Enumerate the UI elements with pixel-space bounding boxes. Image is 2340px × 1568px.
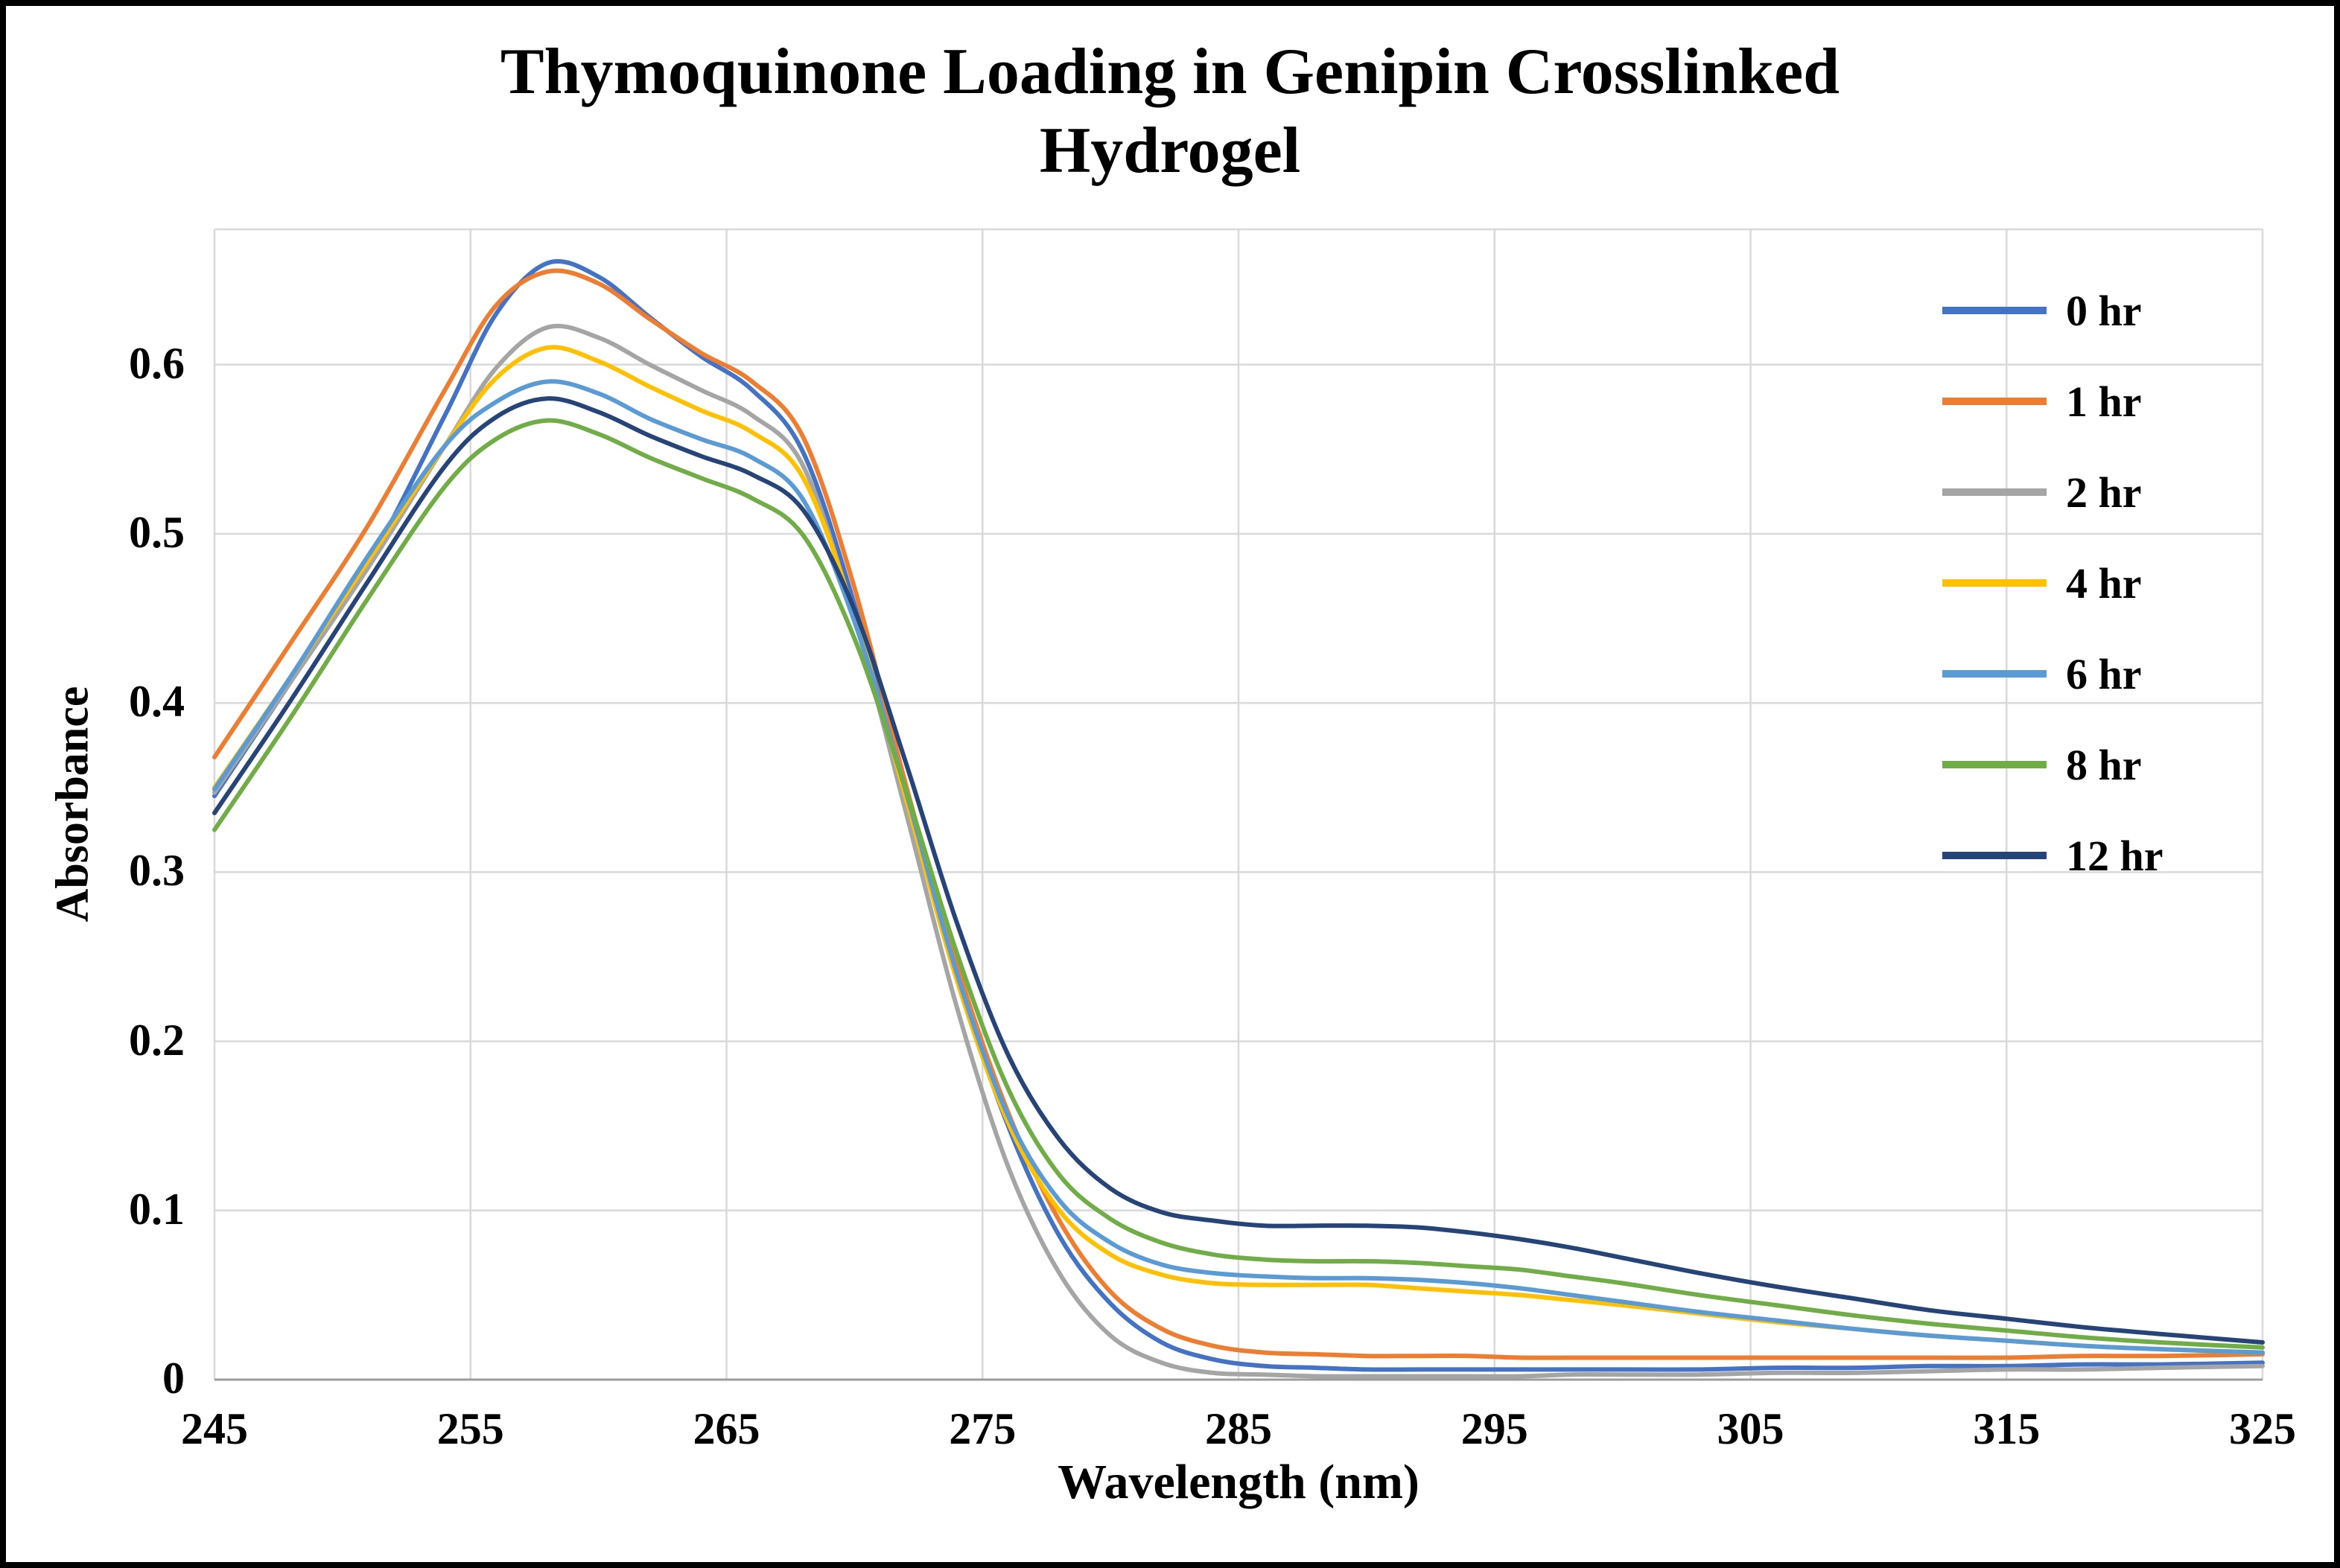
x-tick-label: 245 [181,1404,248,1453]
x-tick-label: 315 [1973,1404,2041,1453]
chart-title: Thymoquinone Loading in Genipin Crosslin… [202,33,2138,190]
x-tick-label: 325 [2229,1404,2296,1453]
x-tick-label: 305 [1717,1404,1784,1453]
legend-line-swatch [1942,488,2047,496]
series-line-2-hr [212,323,2265,1379]
series-line-8-hr [212,418,2265,1350]
legend-label: 12 hr [2066,831,2163,880]
y-tick-label: 0.5 [129,508,185,558]
x-axis-title: Wavelength (nm) [1058,1455,1419,1509]
series-line-1-hr [212,268,2265,1360]
legend-item: 0 hr [1942,265,2163,356]
plot-area [212,228,2265,1381]
legend-item: 8 hr [1942,719,2163,810]
legend-line-swatch [1942,761,2047,768]
x-tick-label: 285 [1205,1404,1272,1453]
x-tick-label: 295 [1460,1404,1528,1453]
chart-title-line-1: Thymoquinone Loading in Genipin Crosslin… [500,36,1840,108]
legend-item: 1 hr [1942,356,2163,447]
legend-line-swatch [1942,398,2047,405]
chart-title-line-2: Hydrogel [1039,114,1301,187]
legend-item: 2 hr [1942,447,2163,538]
y-tick-label: 0.6 [129,338,185,388]
legend: 0 hr 1 hr 2 hr 4 hr 6 hr 8 hr 12 hr [1942,265,2163,901]
legend-item: 12 hr [1942,810,2163,901]
y-tick-label: 0.4 [129,677,185,727]
y-tick-label: 0.2 [129,1015,185,1065]
y-tick-label: 0.1 [129,1184,185,1234]
y-tick-label: 0 [162,1354,185,1403]
legend-label: 2 hr [2066,468,2142,517]
legend-label: 6 hr [2066,649,2142,698]
x-tick-label: 255 [436,1404,504,1453]
legend-label: 8 hr [2066,740,2142,789]
legend-label: 4 hr [2066,558,2142,608]
legend-line-swatch [1942,852,2047,859]
series-line-12-hr [212,396,2265,1345]
legend-item: 6 hr [1942,628,2163,719]
legend-line-swatch [1942,579,2047,587]
series-line-6-hr [212,379,2265,1355]
legend-label: 0 hr [2066,286,2142,335]
legend-label: 1 hr [2066,377,2142,426]
y-axis-title: Absorbance [47,686,98,922]
legend-item: 4 hr [1942,538,2163,628]
y-tick-label: 0.3 [129,846,185,896]
x-tick-label: 275 [949,1404,1017,1453]
series-line-0-hr [212,258,2265,1372]
legend-line-swatch [1942,670,2047,678]
legend-line-swatch [1942,307,2047,314]
x-tick-label: 265 [693,1404,760,1453]
